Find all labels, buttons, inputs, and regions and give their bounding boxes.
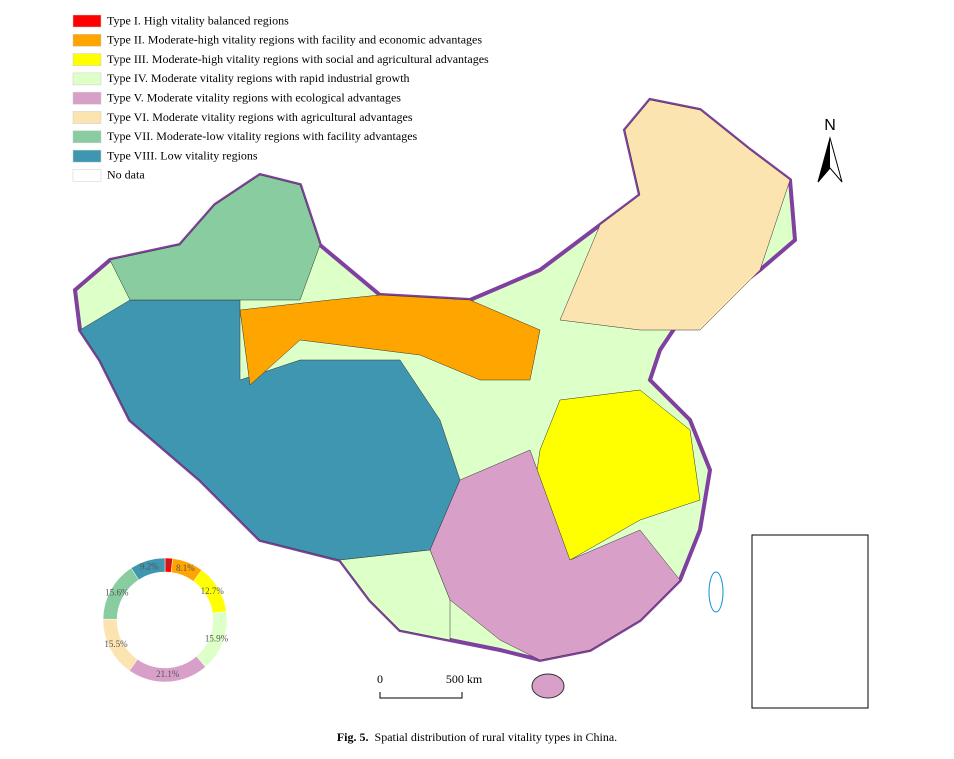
donut-value-label: 21.1% [156, 669, 180, 679]
scale-label: 500 km [446, 672, 483, 686]
hainan [531, 673, 565, 699]
donut-value-label: 15.9% [205, 633, 229, 643]
legend-swatch [72, 169, 102, 182]
legend-label: Type VI. Moderate vitality regions with … [107, 110, 413, 124]
arrow-half [818, 138, 830, 182]
legend-swatch [72, 14, 102, 28]
legend-swatch [72, 111, 102, 124]
caption-label: Fig. 5. [337, 730, 369, 744]
donut-value-label: 12.7% [201, 586, 225, 596]
legend-swatch [72, 72, 102, 86]
region-northwest [109, 174, 321, 301]
legend-label: Type IV. Moderate vitality regions with … [107, 71, 410, 85]
legend-label: Type V. Moderate vitality regions with e… [107, 90, 401, 104]
north-label: N [824, 117, 836, 134]
caption: Fig. 5. Spatial distribution of rural vit… [337, 730, 617, 744]
inset-frame [751, 534, 869, 709]
region-southwest [339, 549, 451, 641]
legend-swatch [72, 53, 102, 66]
donut-segment [130, 557, 166, 581]
scale-bar: 0 500 km [377, 672, 483, 699]
legend: Type I. High vitality balanced regions Ty… [72, 13, 489, 182]
donut-value-label: 15.5% [104, 639, 128, 649]
region-north [239, 294, 541, 386]
legend-swatch [72, 91, 102, 105]
map [72, 97, 869, 709]
donut-value-label: 15.6% [105, 588, 129, 598]
donut-value-label: 2.0% [159, 559, 178, 569]
legend-label: Type VIII. Low vitality regions [107, 148, 258, 162]
legend-label: Type II. Moderate-high vitality regions … [107, 33, 482, 47]
caption-text: Spatial distribution of rural vitality t… [375, 730, 618, 744]
taiwan [708, 571, 724, 613]
donut-value-label: 9.2% [140, 561, 159, 571]
legend-label: Type I. High vitality balanced regions [107, 13, 289, 27]
legend-swatch [72, 149, 102, 163]
north-arrow: N [817, 117, 843, 183]
region-northeast [559, 99, 791, 331]
legend-swatch [72, 130, 102, 144]
scale-label: 0 [377, 672, 383, 686]
donut-chart: 2.0%8.1% 12.7% 15.9% 21.1% 15.5% 15.6% 9.2% [102, 557, 229, 683]
legend-label: No data [107, 168, 145, 182]
scale-line [379, 692, 463, 699]
legend-label: Type III. Moderate-high vitality regions… [107, 52, 489, 66]
legend-swatch [72, 34, 102, 47]
legend-label: Type VII. Moderate-low vitality regions … [107, 129, 418, 143]
donut-value-label: 8.1% [176, 563, 195, 573]
